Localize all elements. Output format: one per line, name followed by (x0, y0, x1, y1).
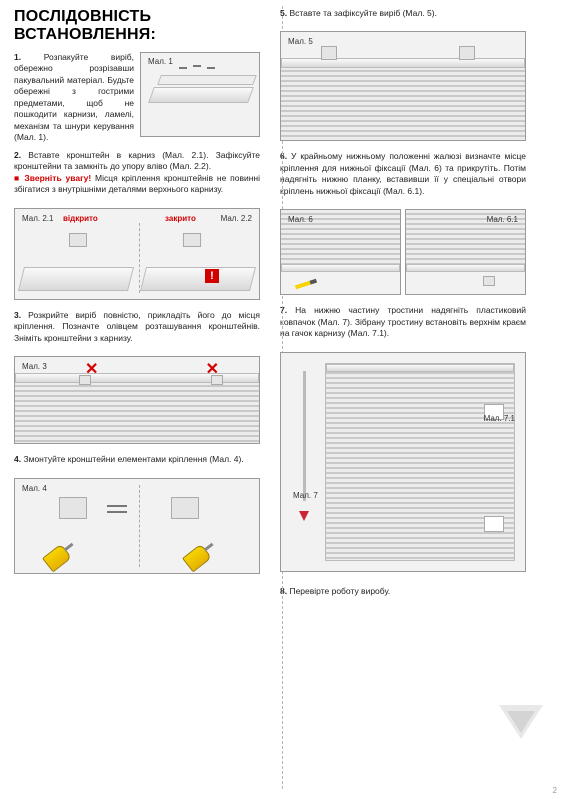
figure-5: Мал. 5 (280, 31, 526, 141)
watermark-arrow-inner (507, 711, 535, 733)
tassel-icon (299, 511, 309, 521)
figure-7-1-label: Мал. 7.1 (482, 413, 517, 424)
right-column: 5. Вставте та зафіксуйте виріб (Мал. 5).… (270, 0, 540, 799)
step-3-text: 3. Розкрийте виріб повністю, прикладіть … (14, 310, 260, 344)
drill-icon (42, 543, 72, 572)
step-5-text: 5. Вставте та зафіксуйте виріб (Мал. 5). (280, 8, 526, 19)
page-title: ПОСЛІДОВНІСТЬ ВСТАНОВЛЕННЯ: (14, 8, 260, 44)
figure-1: Мал. 1 (140, 52, 260, 137)
figure-6-1: Мал. 6.1 (405, 209, 526, 295)
step-4: 4. Змонтуйте кронштейни елементами кріпл… (14, 454, 260, 465)
step-6: 6. У крайньому нижньому положенні жалюзі… (280, 151, 526, 197)
figure-6: Мал. 6 (280, 209, 401, 295)
left-column: ПОСЛІДОВНІСТЬ ВСТАНОВЛЕННЯ: 1. Розпакуйт… (0, 0, 270, 799)
step-7: 7. На нижню частину тростини надягніть п… (280, 305, 526, 339)
figure-6-label: Мал. 6 (286, 214, 315, 225)
step-3: 3. Розкрийте виріб повністю, прикладіть … (14, 310, 260, 344)
step-7-text: 7. На нижню частину тростини надягніть п… (280, 305, 526, 339)
figure-4-label: Мал. 4 (20, 483, 49, 494)
step-2: 2. Вставте кронштейн в карниз (Мал. 2.1)… (14, 150, 260, 196)
figure-5-label: Мал. 5 (286, 36, 315, 47)
step-1: 1. Розпакуйте виріб, обережно розрізавши… (14, 52, 260, 144)
warning-icon: ! (205, 269, 219, 283)
step-4-text: 4. Змонтуйте кронштейни елементами кріпл… (14, 454, 260, 465)
figure-3: Мал. 3 ✕ ✕ (14, 356, 260, 444)
step-8-text: 8. Перевірте роботу виробу. (280, 586, 526, 597)
step-5: 5. Вставте та зафіксуйте виріб (Мал. 5). (280, 8, 526, 19)
step-8: 8. Перевірте роботу виробу. (280, 586, 526, 597)
figure-1-label: Мал. 1 (146, 56, 175, 67)
step-1-text: 1. Розпакуйте виріб, обережно розрізавши… (14, 52, 134, 144)
figure-7-label: Мал. 7 (291, 490, 320, 501)
figure-4: Мал. 4 (14, 478, 260, 574)
step-2-warning: ■ Зверніть увагу! Місця кріплення кроншт… (14, 173, 260, 196)
pencil-icon (295, 279, 317, 290)
figure-2-2-label: Мал. 2.2 (219, 213, 254, 224)
figure-2-1-label: Мал. 2.1 (20, 213, 55, 224)
open-label: відкрито (61, 213, 100, 224)
figure-2: Мал. 2.1 відкрито закрито Мал. 2.2 ! (14, 208, 260, 300)
closed-label: закрито (163, 213, 198, 224)
figure-6-1-label: Мал. 6.1 (485, 214, 520, 225)
page-number: 2 (553, 786, 557, 795)
figure-7: Мал. 7 Мал. 7.1 (280, 352, 526, 572)
drill-icon (182, 543, 212, 572)
figure-6-pair: Мал. 6 Мал. 6.1 (280, 203, 526, 305)
step-6-text: 6. У крайньому нижньому положенні жалюзі… (280, 151, 526, 197)
step-2-text: 2. Вставте кронштейн в карниз (Мал. 2.1)… (14, 150, 260, 173)
figure-3-label: Мал. 3 (20, 361, 49, 372)
